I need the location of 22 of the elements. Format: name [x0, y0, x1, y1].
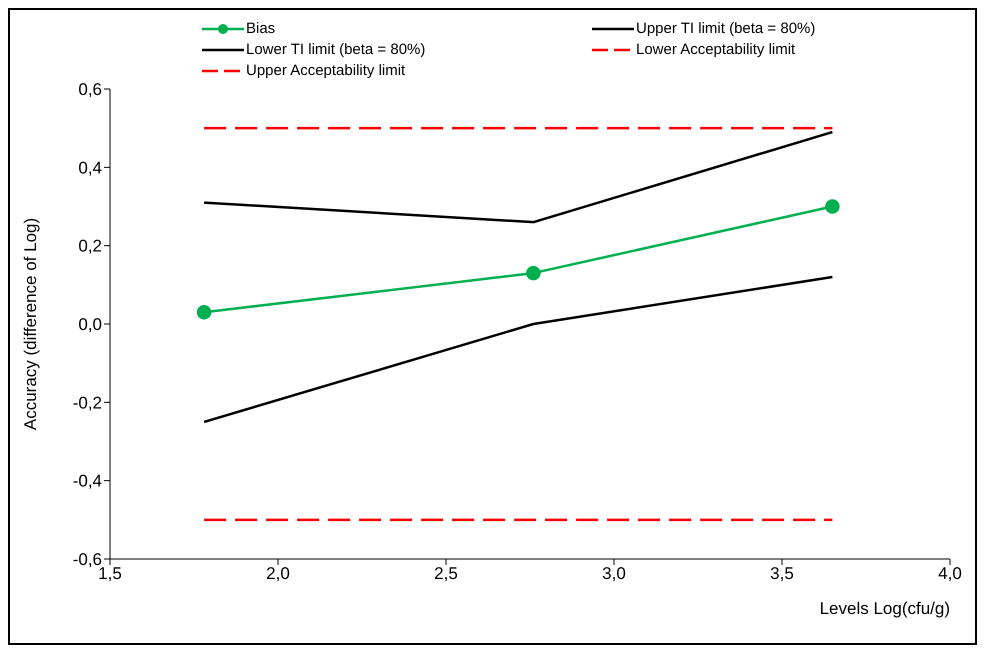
y-tick-label: 0,4: [78, 158, 102, 178]
legend-label: Bias: [246, 20, 276, 37]
y-tick-label: 0,6: [78, 80, 102, 100]
x-tick-label: 4,0: [938, 564, 962, 584]
x-tick-label: 3,5: [770, 564, 794, 584]
legend-label: Upper Acceptability limit: [246, 62, 406, 79]
x-axis-title: Levels Log(cfu/g): [820, 599, 950, 618]
y-tick-label: 0,0: [78, 315, 102, 334]
x-tick-label: 2,5: [434, 564, 458, 584]
legend-label: Lower TI limit (beta = 80%): [246, 41, 426, 58]
point: [825, 199, 840, 214]
x-tick-label: 3,0: [602, 564, 626, 584]
x-tick-label: 1,5: [98, 564, 122, 584]
y-tick-label: -0,4: [72, 472, 102, 491]
y-axis-title: Accuracy (difference of Log): [21, 218, 40, 430]
legend-label: Upper TI limit (beta = 80%): [636, 20, 816, 37]
x-tick-label: 2,0: [266, 564, 290, 584]
point: [526, 266, 541, 280]
y-tick-label: -0,2: [72, 393, 102, 412]
legend-label: Lower Acceptability limit: [636, 41, 796, 58]
point: [196, 305, 212, 320]
y-tick-label: 0,2: [78, 236, 102, 256]
